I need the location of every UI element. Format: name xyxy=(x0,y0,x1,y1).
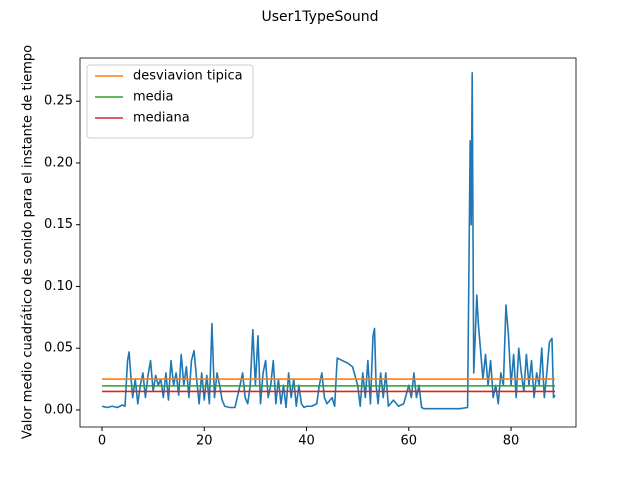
legend-box xyxy=(86,64,254,139)
x-tick-label: 60 xyxy=(401,434,418,449)
legend-label: mediana xyxy=(133,111,190,126)
legend-label: media xyxy=(133,90,174,105)
y-tick-label: 0.25 xyxy=(44,94,73,109)
y-axis-label: Valor medio cuadrático de sonido para el… xyxy=(21,45,36,439)
x-tick-label: 80 xyxy=(503,434,520,449)
y-tick-label: 0.15 xyxy=(44,217,73,232)
y-tick-label: 0.00 xyxy=(44,402,73,417)
chart-title: User1TypeSound xyxy=(261,9,378,25)
axes-frame xyxy=(79,57,577,428)
y-tick-label: 0.10 xyxy=(44,279,73,294)
x-tick-label: 20 xyxy=(196,434,213,449)
x-tick-label: 40 xyxy=(298,434,315,449)
legend-label: desviavion tipica xyxy=(133,69,243,84)
y-tick-label: 0.05 xyxy=(44,341,73,356)
y-tick-label: 0.20 xyxy=(44,155,73,170)
x-tick-label: 0 xyxy=(98,434,106,449)
